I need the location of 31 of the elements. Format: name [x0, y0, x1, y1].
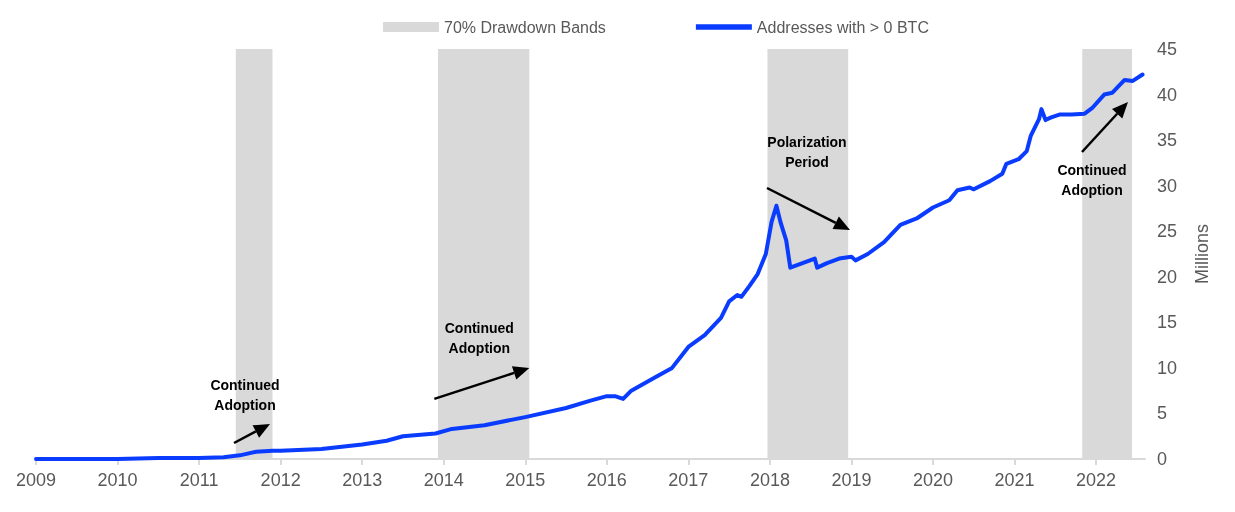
y-tick-label: 45 — [1157, 39, 1178, 59]
x-tick-label: 2012 — [260, 470, 301, 490]
y-tick-label: 35 — [1157, 130, 1178, 151]
x-tick-label: 2011 — [179, 470, 219, 490]
annotation: Continued Adoption — [1057, 162, 1127, 198]
x-tick-label: 2010 — [97, 470, 138, 490]
annotation: Polarization Period — [766, 133, 848, 172]
y-tick-label: 0 — [1157, 449, 1168, 469]
annotation: Continued Adoption — [209, 376, 281, 415]
y-tick-label: 5 — [1157, 403, 1168, 424]
y-tick-label: 40 — [1157, 84, 1178, 105]
y-tick-label: 25 — [1157, 221, 1178, 242]
x-tick-label: 2016 — [586, 470, 627, 490]
x-tick-label: 2009 — [15, 470, 57, 490]
y-tick-label: 10 — [1157, 357, 1178, 378]
x-tick-label: 2015 — [505, 470, 546, 490]
x-tick-label: 2018 — [749, 470, 790, 490]
legend-label: 70% Drawdown Bands — [444, 18, 606, 36]
x-tick-label: 2021 — [994, 470, 1035, 490]
legend-label: Addresses with > 0 BTC — [756, 18, 929, 36]
annotation: Continued Adoption — [443, 318, 515, 358]
x-tick-label: 2017 — [668, 470, 709, 490]
y-axis-title: Millions — [1192, 223, 1212, 285]
y-tick-label: 20 — [1157, 266, 1178, 287]
x-tick-label: 2014 — [423, 470, 464, 490]
y-tick-label: 30 — [1157, 175, 1178, 196]
x-tick-label: 2020 — [912, 470, 954, 490]
x-tick-label: 2013 — [342, 470, 383, 490]
y-tick-label: 15 — [1157, 312, 1178, 333]
x-tick-label: 2019 — [831, 470, 872, 490]
x-tick-label: 2022 — [1076, 470, 1117, 490]
